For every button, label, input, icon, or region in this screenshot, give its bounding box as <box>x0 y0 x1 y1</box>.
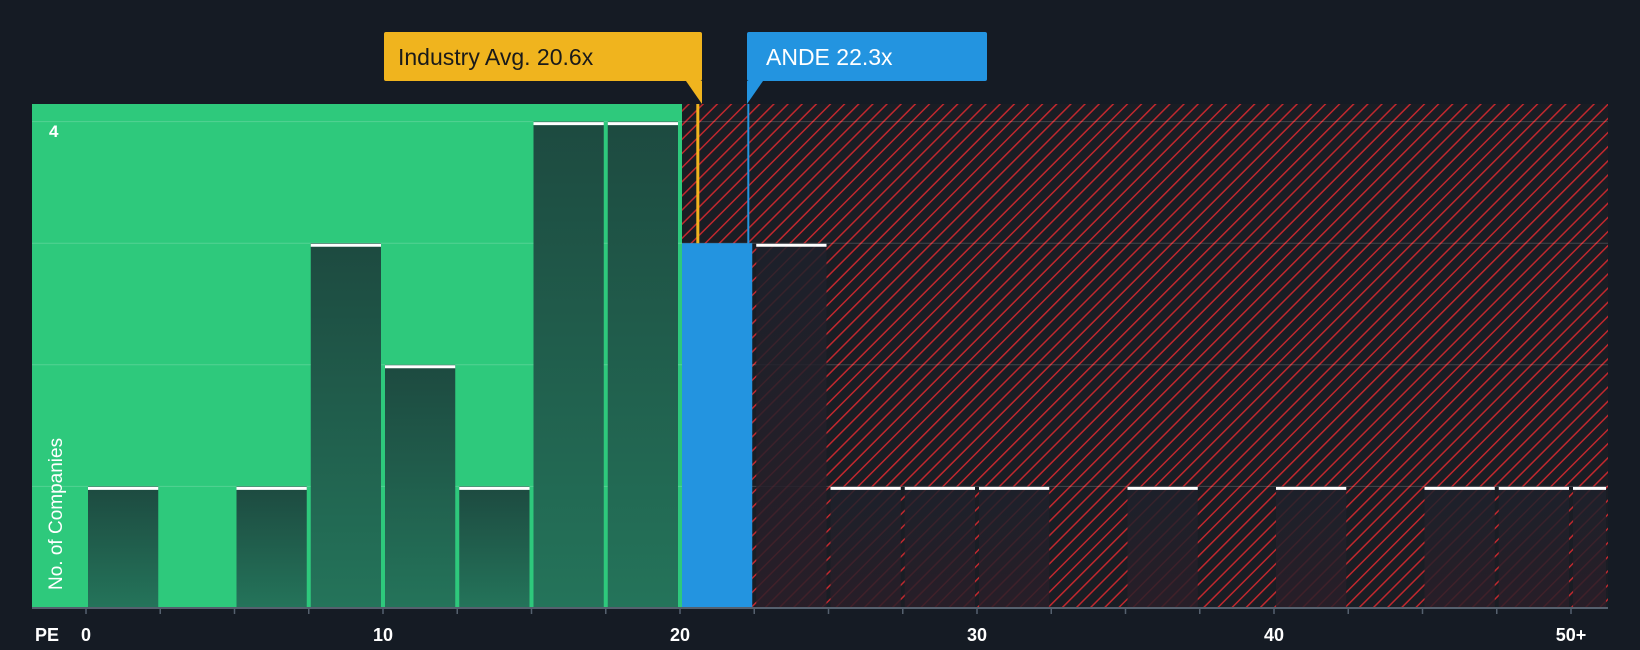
histogram-bar <box>385 364 456 608</box>
x-tick-label: 10 <box>373 625 393 645</box>
company-label: ANDE 22.3x <box>766 44 893 70</box>
x-tick-label: 40 <box>1264 625 1284 645</box>
histogram-bar <box>236 486 307 608</box>
x-axis-label: PE <box>35 625 59 645</box>
histogram-bars <box>88 121 1606 608</box>
x-tick-label: 20 <box>670 625 690 645</box>
x-axis: 0 10 20 30 40 50+ <box>32 607 1608 645</box>
company-callout: ANDE 22.3x <box>747 32 987 104</box>
histogram-bar <box>756 243 827 608</box>
annotation-markers <box>696 104 750 244</box>
y-tick-4: 4 <box>49 122 59 141</box>
histogram-bar <box>607 121 678 608</box>
histogram-bar <box>830 486 901 608</box>
histogram-bar <box>1127 486 1198 608</box>
histogram-bar <box>310 243 381 608</box>
histogram-bar <box>88 486 159 608</box>
histogram-bar <box>1424 486 1495 608</box>
x-tick-label: 50+ <box>1556 625 1587 645</box>
y-axis-label: No. of Companies <box>46 438 67 590</box>
histogram-bar <box>682 243 753 608</box>
industry-avg-callout: Industry Avg. 20.6x <box>384 32 702 104</box>
industry-avg-label: Industry Avg. 20.6x <box>398 44 594 70</box>
histogram-bar <box>459 486 530 608</box>
x-tick-label: 0 <box>81 625 91 645</box>
histogram-bar <box>1498 486 1569 608</box>
histogram-bar <box>533 121 604 608</box>
histogram-bar <box>1573 486 1606 608</box>
histogram-bar <box>979 486 1050 608</box>
histogram-bar <box>904 486 975 608</box>
histogram-bar <box>1276 486 1347 608</box>
x-tick-label: 30 <box>967 625 987 645</box>
